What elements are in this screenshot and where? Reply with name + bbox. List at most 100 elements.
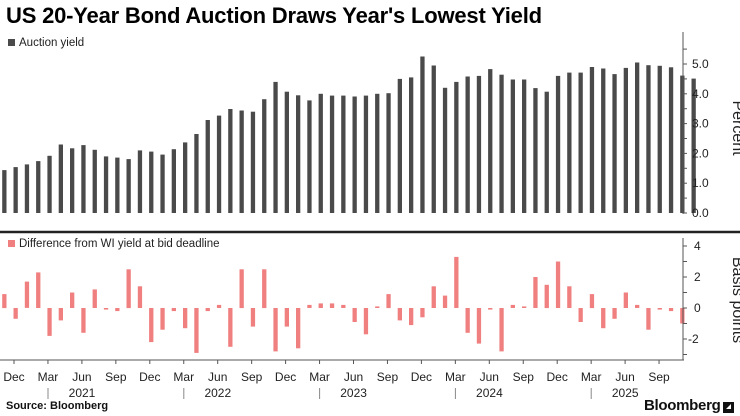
x-axis-year-label: 2025 xyxy=(612,386,639,400)
difference-bar xyxy=(171,308,176,312)
auction-yield-bar xyxy=(296,95,301,213)
difference-bar xyxy=(623,292,628,308)
auction-yield-bar xyxy=(657,65,662,213)
difference-bar xyxy=(375,306,380,308)
auction-yield-bar xyxy=(115,157,120,213)
auction-yield-bar xyxy=(194,134,199,213)
auction-yield-bar xyxy=(183,142,188,213)
top-axis-label: Percent xyxy=(729,100,740,156)
difference-bar xyxy=(160,308,165,330)
auction-yield-bar xyxy=(13,167,18,213)
auction-yield-bar xyxy=(239,110,244,213)
x-axis-month-label: Jun xyxy=(344,370,363,384)
auction-yield-bar xyxy=(205,120,210,213)
chart-title: US 20-Year Bond Auction Draws Year's Low… xyxy=(6,3,542,28)
difference-bar xyxy=(115,308,120,312)
auction-yield-panel: 0.0 1.0 2.0 3.0 4.0 5.0 Percent xyxy=(2,32,740,220)
auction-yield-bar xyxy=(81,145,86,213)
auction-yield-bar xyxy=(216,115,222,213)
auction-yield-bar xyxy=(284,91,289,213)
auction-yield-bar xyxy=(431,65,436,213)
auction-yield-bar xyxy=(646,65,651,213)
difference-bar xyxy=(273,308,278,352)
difference-bar xyxy=(680,308,685,324)
auction-yield-bar xyxy=(691,78,696,213)
difference-bar xyxy=(341,304,346,308)
difference-bar xyxy=(36,272,41,308)
difference-bar xyxy=(578,308,583,322)
auction-yield-bar xyxy=(386,93,391,213)
difference-bar xyxy=(47,308,52,336)
auction-yield-bar xyxy=(612,74,617,213)
auction-yield-bar xyxy=(250,111,256,213)
difference-bar xyxy=(70,292,75,308)
auction-yield-bar xyxy=(623,67,628,214)
auction-yield-bar xyxy=(228,109,233,213)
difference-bar xyxy=(465,308,470,333)
auction-yield-bar xyxy=(578,72,583,213)
auction-yield-bar xyxy=(499,74,504,213)
difference-bar xyxy=(397,308,402,321)
auction-yield-bar xyxy=(36,161,41,213)
x-axis-month-label: Mar xyxy=(309,370,330,384)
difference-bar xyxy=(522,306,527,308)
difference-y-axis: -2 0 2 4 Basis points xyxy=(682,238,740,360)
auction-yield-bar xyxy=(273,81,278,214)
auction-yield-bar xyxy=(363,95,369,213)
x-axis-month-label: Sep xyxy=(648,370,670,384)
auction-yield-bar xyxy=(555,75,561,214)
auction-yield-bar xyxy=(47,155,52,213)
auction-yield-bars xyxy=(2,56,696,214)
top-axis-tick-label: 4.0 xyxy=(692,87,709,101)
auction-yield-bar xyxy=(680,75,685,213)
auction-yield-bar xyxy=(149,151,154,213)
difference-bar xyxy=(646,308,651,330)
legend-swatch-pink xyxy=(8,240,15,247)
difference-bar xyxy=(307,304,312,308)
bottom-axis-tick-label: -2 xyxy=(688,332,699,346)
difference-bar xyxy=(81,308,86,333)
auction-yield-bar xyxy=(635,62,640,213)
auction-yield-bar xyxy=(2,170,7,213)
difference-bar xyxy=(386,294,391,309)
x-axis-month-label: Mar xyxy=(581,370,602,384)
bottom-axis-tick-label: 2 xyxy=(694,270,701,284)
difference-bar xyxy=(567,286,572,308)
auction-yield-bar xyxy=(488,69,493,213)
auction-yield-y-axis: 0.0 1.0 2.0 3.0 4.0 5.0 Percent xyxy=(682,32,740,220)
difference-bar xyxy=(431,286,436,308)
difference-bar xyxy=(329,303,335,308)
difference-bar xyxy=(296,308,301,349)
difference-bar xyxy=(668,308,674,312)
x-axis-month-label: Dec xyxy=(275,370,296,384)
x-axis-month-label: Dec xyxy=(3,370,24,384)
x-axis-month-label: Dec xyxy=(411,370,432,384)
difference-bar xyxy=(126,269,131,309)
auction-yield-bar xyxy=(442,87,448,213)
difference-bar xyxy=(533,277,538,308)
x-axis-month-label: Dec xyxy=(547,370,568,384)
difference-bar xyxy=(13,308,18,319)
auction-yield-bar xyxy=(341,95,346,213)
difference-bar xyxy=(262,269,267,309)
auction-yield-bar xyxy=(533,88,538,213)
bloomberg-logo: Bloomberg xyxy=(644,397,721,414)
auction-yield-bar xyxy=(92,149,97,213)
x-axis-month-label: Jun xyxy=(208,370,227,384)
legend-label-auction-yield: Auction yield xyxy=(19,37,85,49)
auction-yield-bar xyxy=(454,81,459,214)
difference-bar xyxy=(318,303,323,308)
x-axis-month-label: Mar xyxy=(38,370,59,384)
auction-yield-bar xyxy=(24,164,30,213)
auction-yield-bar xyxy=(522,79,527,213)
difference-bar xyxy=(544,284,549,309)
legend-difference: Difference from WI yield at bid deadline xyxy=(8,238,220,250)
difference-bar xyxy=(454,256,459,308)
auction-yield-bar xyxy=(567,72,572,213)
difference-bar xyxy=(589,294,595,309)
legend-auction-yield: Auction yield xyxy=(8,37,84,49)
bottom-axis-label: Basis points xyxy=(729,257,740,343)
top-axis-tick-label: 1.0 xyxy=(692,176,709,190)
x-axis-month-label: Dec xyxy=(139,370,160,384)
